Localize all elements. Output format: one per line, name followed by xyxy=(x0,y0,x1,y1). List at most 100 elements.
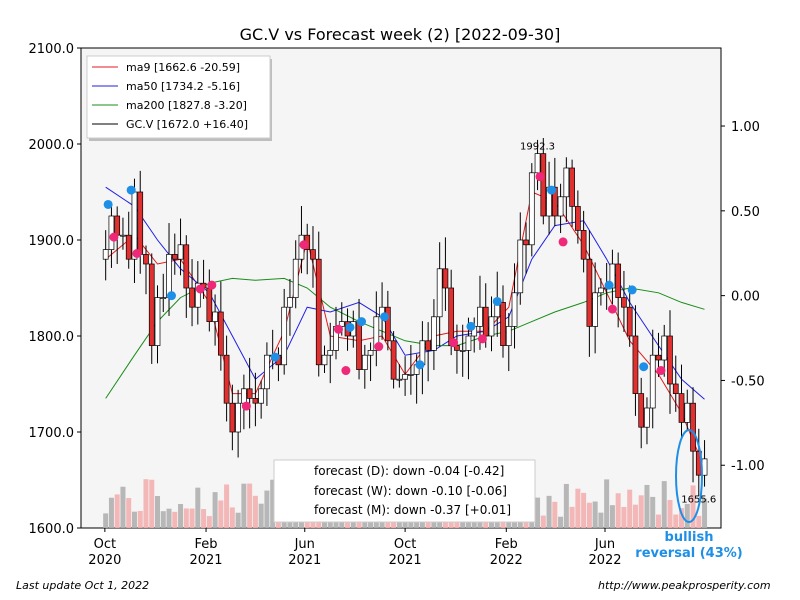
candle-body xyxy=(390,340,397,380)
candle-body xyxy=(327,350,334,356)
volume-bar xyxy=(581,492,587,528)
reversal-highlight-ellipse xyxy=(675,429,703,523)
candle-body xyxy=(649,354,656,409)
volume-bar xyxy=(690,485,696,528)
candle-body xyxy=(402,374,408,380)
candle-body xyxy=(482,306,489,337)
volume-bar xyxy=(241,483,247,528)
candle-body xyxy=(258,388,265,404)
marker-pink xyxy=(477,334,487,344)
left-y-tick-label: 1700.0 xyxy=(29,426,75,441)
candle-body xyxy=(281,306,288,366)
volume-bar xyxy=(264,490,270,528)
volume-bar xyxy=(270,479,276,528)
volume-bar xyxy=(632,504,638,528)
volume-bar xyxy=(252,495,258,528)
candle-body xyxy=(315,258,322,366)
marker-pink xyxy=(656,366,666,376)
marker-pink xyxy=(299,240,309,250)
volume-bar xyxy=(235,512,241,528)
candle-body xyxy=(442,268,449,289)
volume-bar xyxy=(298,517,304,528)
marker-pink xyxy=(195,284,205,294)
volume-bar xyxy=(258,503,264,528)
candle-body xyxy=(183,244,190,289)
legend-label-gcv: GC.V [1672.0 +16.40] xyxy=(126,118,248,131)
candle-body xyxy=(500,302,506,346)
candle-body xyxy=(206,287,213,322)
volume-bar xyxy=(166,508,172,528)
candle-body xyxy=(120,234,126,237)
candle-body xyxy=(534,153,541,174)
candle-body xyxy=(569,167,575,207)
candle-body xyxy=(154,297,161,346)
candle-body xyxy=(672,383,679,394)
x-tick-label: 2021 xyxy=(189,553,222,568)
volume-bar xyxy=(684,503,690,528)
axes: 1600.0 1700.0 1800.0 1900.0 2000.0 2100.0 -1.0… xyxy=(29,42,765,568)
legend-label-ma9: ma9 [1662.6 -20.59] xyxy=(126,61,240,74)
marker-blue xyxy=(166,291,176,301)
candle-body xyxy=(667,335,673,385)
right-y-tick-label: 0.00 xyxy=(731,290,760,305)
marker-pink xyxy=(207,280,217,290)
marker-blue xyxy=(639,362,649,372)
candle-body xyxy=(396,378,403,381)
volume-bar xyxy=(661,481,667,528)
x-tick-label: Oct xyxy=(394,537,416,552)
candle-body xyxy=(621,297,627,308)
x-tick-label: 2021 xyxy=(288,553,321,568)
volume-bar xyxy=(609,505,615,528)
candle-body xyxy=(177,244,184,260)
right-y-tick-label: -1.00 xyxy=(731,459,765,474)
candle-body xyxy=(425,340,431,351)
candle-body xyxy=(488,316,495,337)
marker-blue xyxy=(380,312,390,322)
volume-bar xyxy=(120,486,126,528)
x-tick-label: Jun xyxy=(594,537,615,552)
marker-blue xyxy=(126,185,136,195)
volume-bar xyxy=(586,502,592,528)
candle-body xyxy=(171,254,178,260)
marker-pink xyxy=(132,248,142,258)
volume-bar xyxy=(488,517,494,528)
volume-bar xyxy=(206,516,212,528)
volume-bar xyxy=(535,497,541,528)
left-y-tick-label: 2000.0 xyxy=(29,138,75,153)
volume-bar xyxy=(667,500,673,528)
volume-bar xyxy=(114,494,120,528)
volume-bar xyxy=(108,497,114,528)
left-y-tick-label: 2100.0 xyxy=(29,42,75,57)
signal-label-line1: bullish xyxy=(665,530,714,545)
candle-body xyxy=(505,326,512,346)
candle-body xyxy=(356,321,362,370)
volume-bar xyxy=(212,492,218,528)
candle-body xyxy=(367,350,374,356)
x-tick-label: Feb xyxy=(195,537,218,552)
volume-bar xyxy=(350,517,356,528)
right-y-tick-label: -0.50 xyxy=(731,374,765,389)
candle-body xyxy=(102,249,109,260)
candle-body xyxy=(477,306,483,327)
candle-body xyxy=(655,354,662,361)
marker-blue xyxy=(345,322,355,332)
forecast-daily: forecast (D): down -0.04 [-0.42] xyxy=(314,464,504,478)
marker-blue xyxy=(357,317,367,327)
candle-body xyxy=(229,402,236,433)
marker-blue xyxy=(466,321,476,331)
signal-markers xyxy=(103,172,666,411)
candle-body xyxy=(148,263,155,346)
candle-body xyxy=(528,172,535,246)
volume-bar xyxy=(592,501,598,528)
candle-body xyxy=(373,316,380,351)
candle-body xyxy=(661,335,668,361)
volume-bar xyxy=(143,479,149,528)
volume-bar xyxy=(183,508,189,528)
volume-bar xyxy=(224,484,230,528)
candle-body xyxy=(212,311,218,322)
volume-bar xyxy=(218,500,224,528)
candle-body xyxy=(194,282,201,308)
candle-body xyxy=(431,316,437,351)
volume-bar xyxy=(627,489,633,528)
marker-pink xyxy=(374,342,384,352)
